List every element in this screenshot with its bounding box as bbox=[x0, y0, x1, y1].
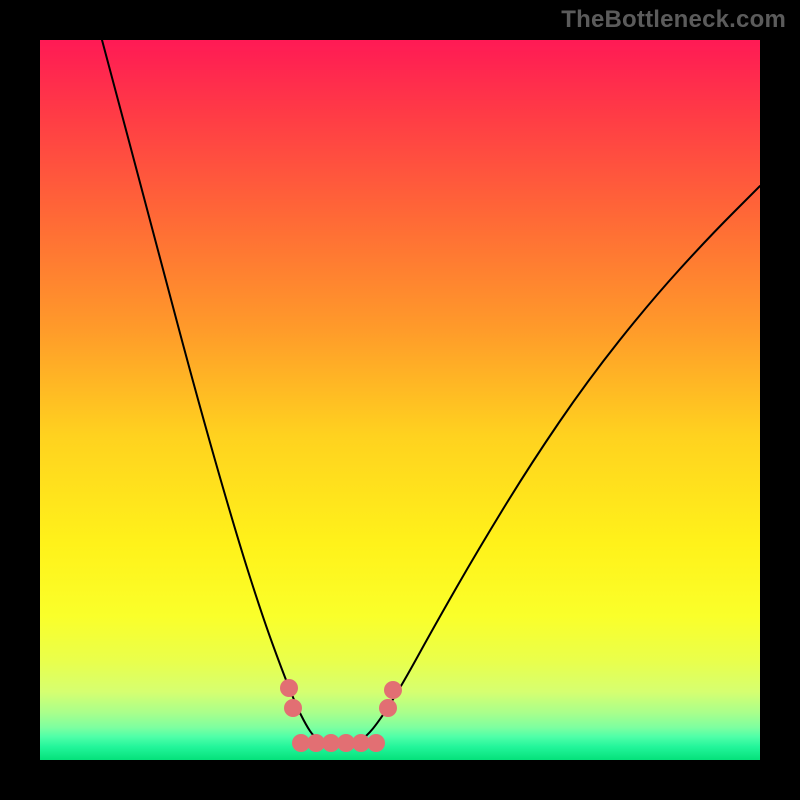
chart-frame: TheBottleneck.com bbox=[0, 0, 800, 800]
bottleneck-curve bbox=[40, 40, 760, 760]
data-marker bbox=[367, 734, 385, 752]
watermark-text: TheBottleneck.com bbox=[561, 6, 786, 34]
plot-area bbox=[40, 40, 760, 760]
data-marker bbox=[379, 699, 397, 717]
data-marker bbox=[384, 681, 402, 699]
data-marker bbox=[280, 679, 298, 697]
data-marker bbox=[284, 699, 302, 717]
